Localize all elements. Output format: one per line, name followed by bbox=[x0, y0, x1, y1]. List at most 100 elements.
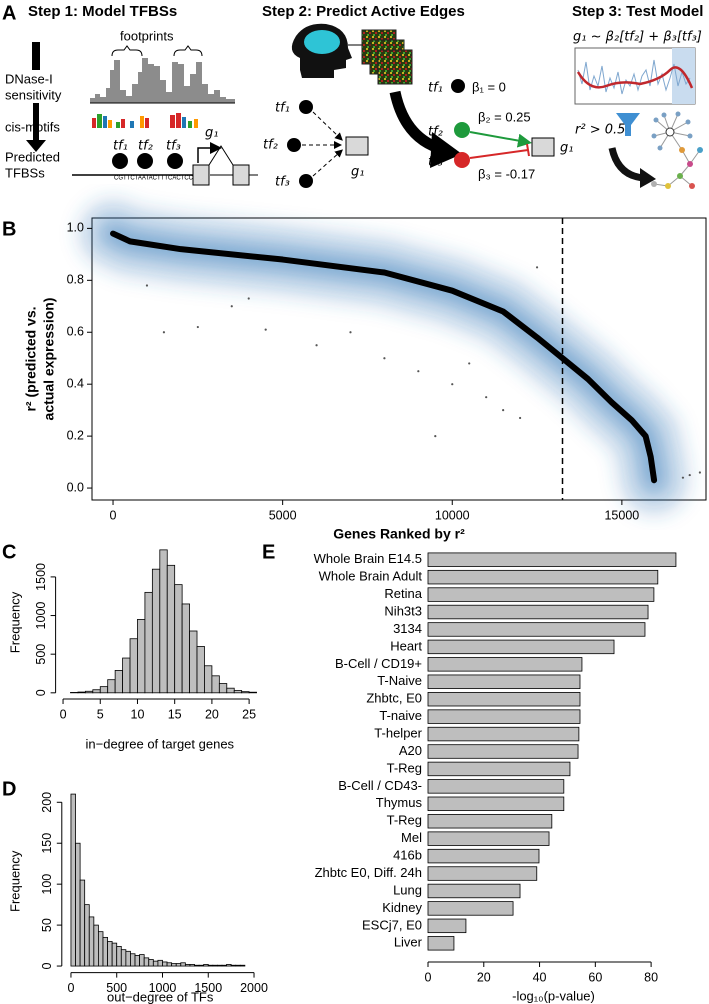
category-label: Heart bbox=[390, 638, 422, 653]
category-label: B-Cell / CD43- bbox=[338, 778, 422, 793]
tfbs bbox=[137, 153, 153, 169]
exon bbox=[192, 164, 210, 186]
hist-bar bbox=[139, 954, 145, 967]
motif-logo bbox=[92, 113, 198, 128]
hist-bar bbox=[122, 657, 131, 694]
tf-node bbox=[299, 174, 313, 188]
hist-bar bbox=[162, 961, 168, 967]
x-tick-label: 1500 bbox=[194, 981, 222, 995]
hist-bar bbox=[166, 564, 176, 694]
tf-label: tf₃ bbox=[428, 155, 443, 170]
bar bbox=[427, 639, 615, 655]
bar bbox=[427, 744, 579, 759]
tfbs bbox=[112, 153, 128, 169]
bar bbox=[427, 569, 659, 585]
x-tick-label: 25 bbox=[242, 707, 256, 721]
y-tick-label: 100 bbox=[40, 874, 54, 895]
beta: β₁ = 0 bbox=[472, 79, 506, 94]
hist-bar bbox=[125, 950, 131, 967]
bar bbox=[427, 779, 565, 794]
outlier-point bbox=[247, 297, 250, 300]
category-label: Thymus bbox=[376, 795, 423, 810]
outlier-point bbox=[535, 266, 539, 269]
x-tick-label: 0 bbox=[60, 707, 67, 721]
hist-bar bbox=[92, 689, 101, 694]
outlier-point bbox=[264, 328, 267, 331]
y-tick-label: 500 bbox=[34, 644, 48, 665]
hist-bar bbox=[102, 936, 108, 967]
x-tick-label: 15000 bbox=[604, 508, 639, 522]
y-tick-label: 0 bbox=[34, 689, 48, 696]
hist-bar bbox=[217, 964, 223, 967]
curved-arrow-head bbox=[640, 168, 656, 188]
hist-bar bbox=[189, 964, 195, 967]
label: Predicted bbox=[5, 149, 60, 164]
y-axis-label: Frequency bbox=[7, 591, 22, 653]
x-tick-label: 5 bbox=[97, 707, 104, 721]
hist-bar bbox=[221, 964, 227, 967]
bar bbox=[427, 657, 583, 672]
bar bbox=[427, 936, 455, 951]
outlier-point bbox=[196, 325, 199, 329]
mini-plot-signal bbox=[577, 59, 691, 95]
hist-bar bbox=[211, 675, 220, 694]
tf-node-active bbox=[454, 122, 470, 138]
x-tick-label: 20 bbox=[205, 707, 219, 721]
category-label: Kidney bbox=[382, 900, 422, 915]
tf-node bbox=[287, 138, 301, 152]
category-label: Whole Brain E14.5 bbox=[314, 551, 422, 566]
bar bbox=[427, 901, 514, 916]
y-tick-label: 0.2 bbox=[67, 428, 84, 442]
tf-label: tf₁ bbox=[113, 139, 128, 154]
tf-label: tf₁ bbox=[428, 81, 443, 96]
bar bbox=[427, 604, 649, 620]
category-label: Lung bbox=[393, 882, 422, 897]
hist-bar bbox=[111, 942, 118, 967]
x-axis-label: Genes Ranked by r² bbox=[333, 526, 465, 542]
hist-bar bbox=[120, 949, 127, 967]
hist-bar bbox=[77, 691, 86, 694]
intron bbox=[208, 145, 234, 166]
y-tick-label: 0.8 bbox=[67, 273, 84, 287]
gene-box bbox=[531, 137, 555, 157]
hist-bar bbox=[194, 964, 200, 967]
bar bbox=[427, 587, 655, 602]
hist-bar bbox=[226, 964, 232, 967]
x-tick-label: 10 bbox=[131, 707, 145, 721]
flow-arrow-head bbox=[26, 140, 46, 152]
x-tick-label: 10000 bbox=[435, 508, 470, 522]
curved-arrow bbox=[608, 147, 645, 182]
x-tick-label: 500 bbox=[106, 981, 127, 995]
bar bbox=[427, 814, 553, 829]
outlier-point bbox=[417, 370, 420, 373]
bar bbox=[427, 726, 580, 742]
hist-bar bbox=[84, 690, 94, 694]
y-tick-label: 0 bbox=[40, 963, 54, 970]
category-label: Nih3t3 bbox=[384, 603, 422, 618]
edge bbox=[312, 111, 343, 141]
hist-bar bbox=[239, 964, 246, 967]
x-tick-label: 0 bbox=[110, 508, 117, 522]
x-tick-label: 15 bbox=[168, 707, 182, 721]
category-label: T-Reg bbox=[387, 813, 422, 828]
hist-bar bbox=[198, 964, 205, 967]
tf-label: tf₁ bbox=[275, 101, 290, 116]
hist-bar bbox=[159, 549, 168, 694]
brace bbox=[173, 45, 203, 57]
panel-label: A bbox=[2, 2, 16, 24]
y-axis-label: r² (predicted vs. bbox=[23, 306, 39, 411]
outlier-point bbox=[434, 435, 437, 438]
panel-a: A Step 1: Model TFBSs Step 2: Predict Ac… bbox=[2, 2, 703, 189]
category-label: 3134 bbox=[393, 621, 422, 636]
hist-bar bbox=[116, 945, 122, 967]
hist-bar bbox=[93, 924, 99, 967]
tf-node-repress bbox=[454, 152, 470, 168]
dnase-signal bbox=[90, 58, 235, 103]
hist-bar bbox=[143, 957, 150, 967]
array-image bbox=[377, 49, 413, 85]
label: cis-motifs bbox=[5, 119, 60, 134]
x-tick-label: 60 bbox=[588, 970, 602, 984]
bar bbox=[427, 691, 581, 707]
category-label: T-Reg bbox=[387, 760, 422, 775]
